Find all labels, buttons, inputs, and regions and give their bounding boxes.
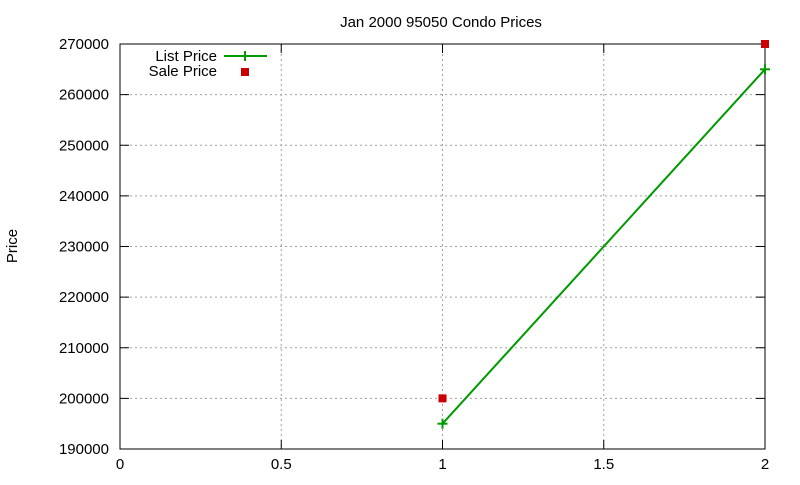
legend-marker-sale-price: [241, 68, 249, 76]
x-tick-label: 2: [761, 456, 769, 473]
data-point-list-price: [760, 64, 770, 75]
data-point-list-price: [437, 418, 448, 429]
legend-marker-list-price: [240, 51, 250, 61]
grid: [120, 44, 765, 449]
legend-label-list-price: List Price: [155, 48, 217, 65]
y-tick-label: 250000: [59, 137, 109, 154]
y-tick-label: 200000: [59, 390, 109, 407]
y-axis-tick-labels: 190000 200000 210000 220000 230000 240000 2500…: [59, 36, 109, 458]
legend-label-sale-price: Sale Price: [149, 63, 217, 80]
y-tick-label: 220000: [59, 289, 109, 306]
x-tick-label: 1.5: [593, 456, 614, 473]
axis-ticks: [119, 43, 766, 450]
y-tick-label: 240000: [59, 188, 109, 205]
x-tick-label: 0.5: [271, 456, 292, 473]
x-axis-tick-labels: 0 0.5 1 1.5 2: [116, 456, 769, 473]
legend: List Price Sale Price: [149, 48, 267, 80]
legend-plus-marker: [240, 51, 250, 61]
x-tick-label: 1: [438, 456, 446, 473]
chart-title: Jan 2000 95050 Condo Prices: [340, 14, 542, 31]
y-tick-label: 260000: [59, 87, 109, 104]
series: [437, 40, 770, 429]
y-tick-label: 230000: [59, 239, 109, 256]
y-tick-label: 210000: [59, 340, 109, 357]
y-axis-label: Price: [4, 229, 21, 263]
data-point-sale-price: [761, 40, 769, 48]
legend-square-marker: [241, 68, 249, 76]
data-point-sale-price: [438, 394, 447, 403]
series-line-list-price: [441, 68, 766, 425]
x-tick-label: 0: [116, 456, 124, 473]
y-tick-label: 270000: [59, 36, 109, 53]
y-tick-label: 190000: [59, 441, 109, 458]
